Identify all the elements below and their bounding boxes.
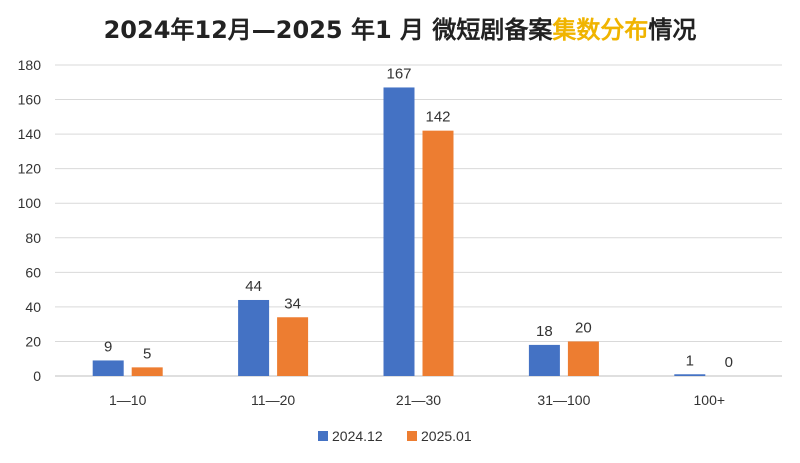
data-label: 1 (686, 352, 694, 369)
x-tick-label: 11—20 (251, 392, 295, 408)
x-tick-label: 1—10 (109, 392, 147, 408)
bar (674, 374, 706, 376)
data-label: 167 (386, 65, 411, 82)
y-tick-label: 140 (18, 126, 42, 142)
y-tick-label: 80 (25, 230, 41, 246)
y-tick-label: 100 (18, 195, 42, 211)
y-tick-label: 60 (25, 264, 41, 280)
bar (277, 317, 309, 376)
bar (131, 367, 163, 376)
y-tick-label: 40 (25, 299, 41, 315)
y-tick-label: 180 (18, 57, 42, 73)
data-label: 9 (104, 338, 112, 355)
data-label: 0 (725, 354, 733, 371)
legend-swatch (318, 431, 328, 441)
title-highlight: 集数分布 (552, 16, 649, 44)
y-tick-label: 120 (18, 161, 42, 177)
x-tick-label: 31—100 (537, 392, 590, 408)
title-part1: 2024年12月—2025 年1 月 微短剧备案 (103, 16, 553, 44)
data-label: 44 (245, 278, 262, 295)
bar (422, 130, 454, 376)
bar (567, 341, 599, 376)
y-tick-label: 160 (18, 92, 42, 108)
y-tick-label: 0 (33, 368, 41, 384)
legend-label: 2025.01 (421, 428, 472, 444)
x-tick-label: 21—30 (396, 392, 441, 408)
y-tick-label: 20 (25, 333, 41, 349)
data-label: 142 (425, 109, 450, 126)
data-label: 20 (575, 319, 592, 336)
legend-swatch (407, 431, 417, 441)
data-label: 18 (536, 323, 553, 340)
data-label: 34 (284, 295, 301, 312)
bar (383, 87, 415, 376)
data-label: 5 (143, 345, 151, 362)
bar (238, 299, 270, 376)
legend-label: 2024.12 (332, 428, 383, 444)
bar (92, 360, 124, 376)
title-part2: 情况 (648, 16, 697, 44)
chart-title: 2024年12月—2025 年1 月 微短剧备案集数分布情况 (0, 10, 800, 45)
bar (528, 344, 560, 376)
x-tick-label: 100+ (694, 392, 726, 408)
